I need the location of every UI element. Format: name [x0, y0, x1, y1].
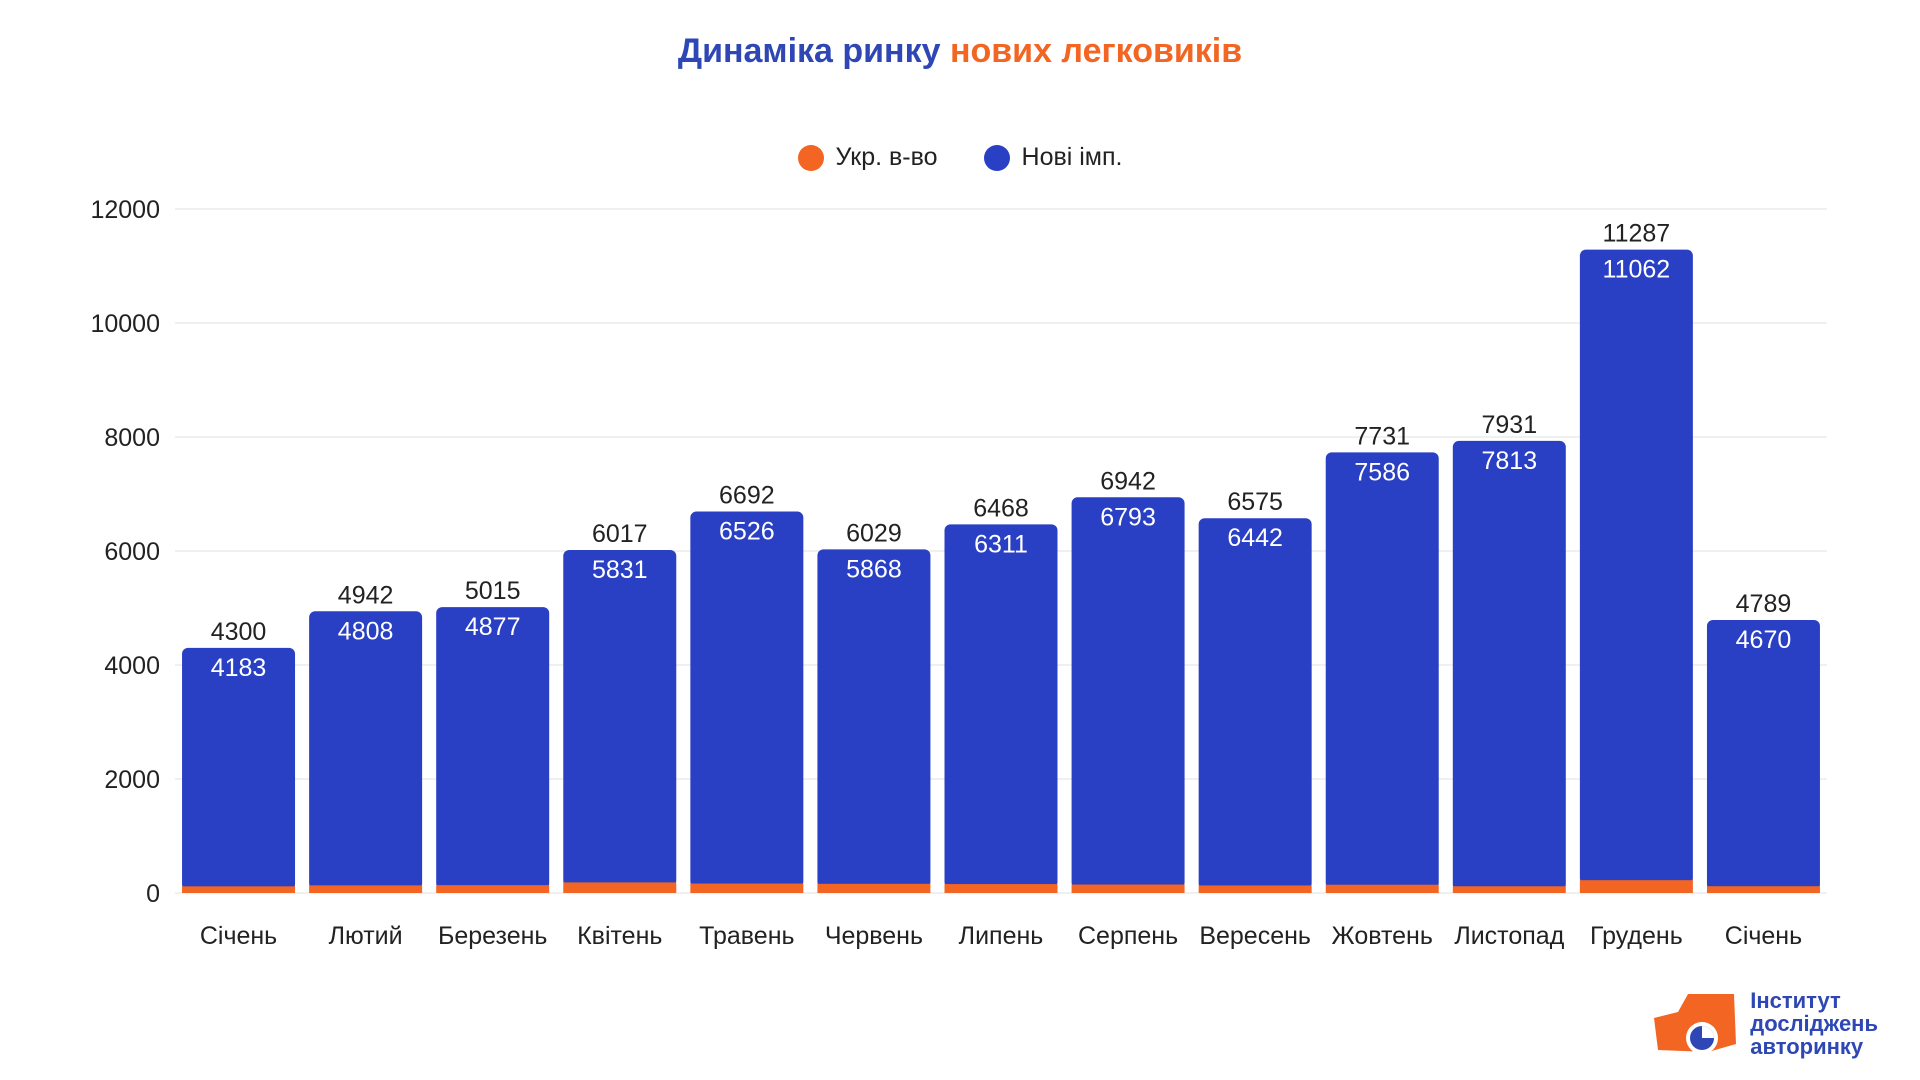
total-label: 4300	[211, 618, 267, 646]
import-label: 4670	[1736, 626, 1792, 654]
import-label: 7813	[1481, 447, 1537, 475]
chart-title-part1: Динаміка ринку	[677, 32, 941, 70]
bar-domestic	[1325, 884, 1439, 893]
x-tick-label: Вересень	[1199, 922, 1311, 950]
x-tick-label: Січень	[200, 922, 277, 950]
bar-domestic	[182, 886, 296, 893]
y-tick-label: 6000	[104, 538, 160, 566]
logo-icon	[1654, 994, 1737, 1054]
legend-dot-domestic	[797, 144, 824, 171]
logo-line3: авторинку	[1750, 1033, 1864, 1059]
x-tick-label: Квітень	[577, 922, 662, 950]
legend-item-domestic: Укр. в-во	[797, 143, 938, 172]
total-label: 6468	[973, 494, 1029, 522]
bar-import	[1198, 518, 1312, 890]
bar-import	[944, 524, 1058, 889]
label-layer: 0 2000 4000 6000 8000 10000 12000 4300 4183 Січен…	[90, 196, 1802, 950]
x-tick-label: Травень	[699, 922, 794, 950]
y-tick-label: 4000	[104, 652, 160, 680]
bar-domestic	[1452, 886, 1566, 893]
bar-domestic	[817, 883, 931, 893]
legend: Укр. в-во Нові імп.	[0, 143, 1920, 172]
import-label: 4877	[465, 613, 521, 641]
total-label: 4789	[1736, 590, 1792, 618]
chart-title: Динаміка ринку нових легковиків	[0, 32, 1920, 71]
import-label: 4183	[211, 654, 267, 682]
legend-label-domestic: Укр. в-во	[835, 143, 938, 171]
x-tick-label: Серпень	[1078, 922, 1178, 950]
logo-line1: Інститут	[1750, 987, 1841, 1013]
import-label: 6442	[1227, 524, 1283, 552]
bar-domestic	[1706, 886, 1820, 893]
y-tick-label: 0	[146, 880, 160, 908]
bar-import	[563, 550, 677, 887]
y-tick-label: 2000	[104, 766, 160, 794]
bar-import	[309, 611, 423, 890]
import-label: 11062	[1603, 256, 1671, 284]
bar-domestic	[309, 885, 423, 893]
logo-text: Інститут досліджень авторинку	[1750, 989, 1878, 1058]
total-label: 7931	[1481, 411, 1537, 439]
total-label: 11287	[1603, 220, 1671, 248]
import-label: 6793	[1100, 503, 1156, 531]
x-tick-label: Грудень	[1590, 922, 1683, 950]
bar-domestic	[1071, 884, 1185, 893]
total-label: 6942	[1100, 467, 1156, 495]
total-label: 6017	[592, 520, 648, 548]
x-tick-label: Червень	[825, 922, 923, 950]
total-label: 5015	[465, 577, 521, 605]
bar-import	[1325, 452, 1439, 889]
x-tick-label: Липень	[959, 922, 1044, 950]
legend-label-import: Нові імп.	[1021, 143, 1123, 171]
bar-import	[1579, 249, 1693, 885]
y-tick-label: 10000	[90, 310, 160, 338]
y-tick-label: 12000	[90, 196, 160, 224]
bar-import	[182, 647, 296, 891]
import-label: 7586	[1354, 458, 1410, 486]
import-label: 6311	[974, 530, 1028, 558]
total-label: 6029	[846, 519, 902, 547]
x-tick-label: Січень	[1725, 922, 1802, 950]
bar-import	[1071, 497, 1185, 889]
bar-domestic	[1198, 885, 1312, 893]
x-tick-label: Жовтень	[1332, 922, 1433, 950]
y-tick-label: 8000	[104, 424, 160, 452]
total-label: 7731	[1354, 422, 1410, 450]
chart-title-part2: нових легковиків	[949, 32, 1243, 70]
import-label: 5831	[592, 556, 648, 584]
logo-line2: досліджень	[1750, 1010, 1878, 1036]
import-label: 6526	[719, 518, 775, 546]
logo: Інститут досліджень авторинку	[1648, 988, 1878, 1058]
total-label: 4942	[338, 581, 394, 609]
total-label: 6692	[719, 482, 775, 510]
bar-layer	[182, 249, 1820, 893]
import-label: 5868	[846, 555, 902, 583]
import-label: 4808	[338, 617, 394, 645]
bar-domestic	[563, 882, 677, 893]
bar-import	[817, 549, 931, 888]
x-tick-label: Березень	[438, 922, 548, 950]
bar-import	[690, 511, 804, 888]
bar-domestic	[1579, 880, 1693, 893]
bar-domestic	[436, 885, 550, 893]
bar-import	[436, 607, 550, 890]
bar-import	[1452, 440, 1566, 891]
bar-domestic	[690, 883, 804, 893]
total-label: 6575	[1227, 488, 1283, 516]
bar-domestic	[944, 884, 1058, 893]
bar-import	[1706, 620, 1820, 891]
legend-dot-import	[983, 144, 1010, 171]
x-tick-label: Лютий	[329, 922, 403, 950]
legend-item-import: Нові імп.	[983, 143, 1123, 172]
x-tick-label: Листопад	[1454, 922, 1564, 950]
